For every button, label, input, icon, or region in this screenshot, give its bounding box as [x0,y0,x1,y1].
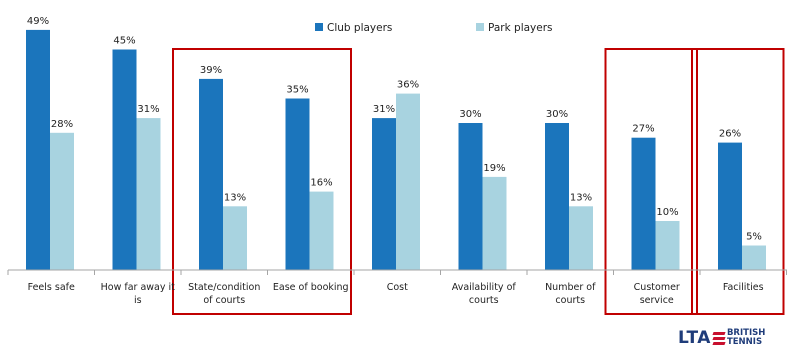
category-label-4: Cost [387,282,408,293]
bar-club-3 [285,98,310,270]
value-label-park-1: 31% [137,104,159,115]
category-label-7: Customer [634,282,680,293]
value-label-club-6: 30% [546,109,568,120]
bar-park-7 [655,221,680,270]
category-label-1: How far away it [101,282,176,293]
value-label-park-8: 5% [746,232,762,243]
bar-park-4 [396,93,420,270]
value-label-park-5: 19% [483,163,505,174]
category-label-7: service [640,295,674,306]
value-label-park-4: 36% [397,80,419,91]
bar-club-7 [631,137,656,270]
category-label-8: Facilities [723,282,764,293]
logo-subtitle: BRITISH TENNIS [727,329,765,347]
value-label-park-2: 13% [224,192,246,203]
value-label-club-4: 31% [373,104,395,115]
logo-text: LTA [678,328,711,348]
bar-club-2 [199,78,223,271]
bar-park-3 [309,191,334,270]
category-label-3: Ease of booking [273,282,349,293]
bar-park-2 [223,206,247,270]
value-label-club-5: 30% [459,109,481,120]
highlight-box-2 [691,48,785,315]
bar-park-5 [482,176,507,270]
logo-sub-bottom: TENNIS [726,337,763,347]
legend-label-0: Club players [327,22,392,34]
x-axis-ticks [7,270,787,275]
legend: Club players Park players [315,22,553,34]
value-label-park-0: 28% [51,119,73,130]
legend-swatch-0 [315,23,323,31]
value-labels: 49% 28% 45% 31% 39% 13% 35% 16% 31% 36% 30% 19% 30% 1… [27,16,762,243]
value-label-park-6: 13% [570,192,592,203]
value-label-club-0: 49% [27,16,49,27]
value-label-club-7: 27% [632,124,654,135]
bar-club-6 [545,123,569,270]
bar-club-4 [372,118,396,270]
bar-park-1 [136,118,161,270]
bar-park-6 [569,206,593,270]
logo-sub-top: BRITISH [726,328,766,338]
legend-swatch-1 [476,23,484,31]
value-label-park-7: 10% [656,207,678,218]
category-label-6: courts [555,295,585,306]
bar-club-0 [26,29,50,271]
category-label-2: State/condition [188,282,260,293]
bar-club-5 [458,123,483,270]
highlight-boxes [172,48,785,315]
bar-park-8 [742,245,766,270]
bars [26,29,766,271]
logo-mark-icon [712,331,726,345]
category-labels: Feels safe How far away it is State/conditi… [28,282,764,306]
category-label-5: courts [469,295,499,306]
bar-club-1 [112,49,137,270]
value-label-club-8: 26% [719,129,741,140]
category-label-1: is [134,295,142,306]
bar-park-0 [50,132,74,270]
lta-british-tennis-logo: LTA BRITISH TENNIS [678,328,765,348]
category-label-0: Feels safe [28,282,75,293]
category-label-6: Number of [545,282,596,293]
category-label-2: of courts [203,295,245,306]
category-label-5: Availability of [452,282,517,293]
value-label-park-3: 16% [310,178,332,189]
highlight-box-0 [172,48,352,315]
value-label-club-3: 35% [286,85,308,96]
value-label-club-2: 39% [200,65,222,76]
legend-label-1: Park players [488,22,553,34]
highlight-box-1 [604,48,698,315]
bar-club-8 [718,142,742,270]
value-label-club-1: 45% [113,36,135,47]
